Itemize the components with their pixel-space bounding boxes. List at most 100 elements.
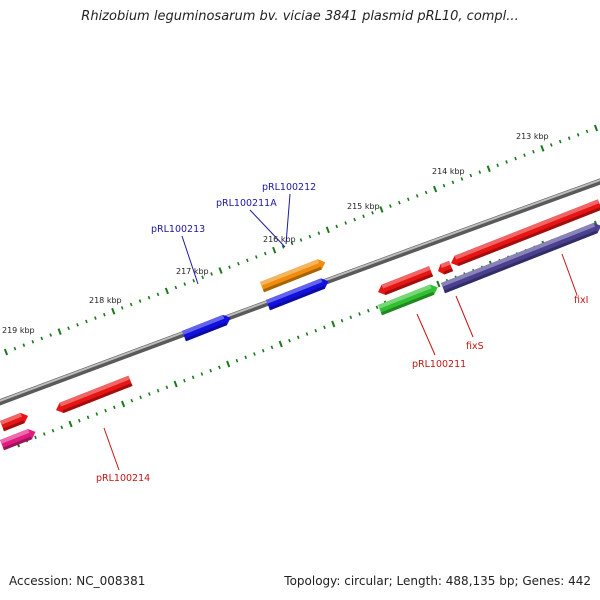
ruler-inner-dash	[183, 378, 186, 383]
ruler-inner-dash	[77, 418, 81, 423]
ruler-inner-dash	[34, 435, 37, 440]
ruler-inner-dash	[288, 338, 291, 343]
ruler-outer-dash	[31, 340, 35, 344]
gene-arrow	[56, 375, 133, 414]
ruler-inner-dash	[139, 395, 142, 400]
ruler-outer-dash	[532, 149, 535, 154]
ruler-outer-dash	[585, 129, 589, 134]
ruler-outer-dash	[353, 217, 356, 222]
ruler-outer-dash	[192, 278, 196, 283]
ruler-outer-dash	[460, 177, 464, 181]
ruler-inner-dash	[340, 318, 344, 323]
ruler-label: 217 kbp	[176, 267, 209, 276]
ruler-outer-dash	[67, 326, 70, 331]
ruler-outer-dash	[371, 211, 374, 215]
leader-line	[181, 235, 199, 285]
ruler-inner-dash	[130, 398, 134, 403]
leader-line	[416, 313, 436, 356]
leader-line	[455, 295, 474, 338]
ruler-outer-dash	[281, 245, 285, 249]
ruler-outer-dash	[299, 238, 303, 242]
ruler-inner-dash	[104, 408, 107, 413]
ruler-outer-dash	[22, 343, 26, 347]
ruler-labels: 213 kbp 214 kbp 215 kbp 216 kbp 217 kbp 218 k…	[2, 132, 549, 335]
ruler-outer-dash	[593, 124, 599, 132]
ruler-outer-dash	[13, 346, 17, 351]
gene-arrow	[266, 278, 329, 311]
ruler-inner-dash	[86, 415, 90, 420]
ruler-outer-dash	[138, 299, 142, 303]
ruler-outer-dash	[94, 316, 97, 320]
ruler-inner-dash	[296, 335, 300, 340]
ruler-inner-dash	[314, 328, 318, 333]
ruler-outer-dash	[451, 180, 455, 185]
ruler-outer-dash	[164, 287, 169, 295]
ruler-outer-dash	[147, 295, 151, 300]
ruler-inner-dash	[270, 345, 274, 350]
ruler-outer-dash	[254, 255, 258, 259]
ruler-outer-dash	[505, 160, 508, 164]
ruler-inner-dash	[331, 320, 336, 328]
ruler-inner-dash	[148, 392, 151, 396]
ruler-outer-dash	[246, 258, 249, 263]
ruler-outer-dash	[379, 206, 384, 213]
ruler-outer-dash	[129, 302, 133, 307]
ruler-inner-dash	[173, 380, 178, 388]
ruler-label: 216 kbp	[263, 235, 296, 244]
ruler-outer-dash	[210, 272, 213, 276]
ruler-inner-dash	[349, 315, 353, 320]
ruler-inner-dash	[113, 405, 116, 410]
feature-label: fixI	[574, 295, 588, 306]
ruler-outer-dash	[76, 323, 79, 327]
ruler-label: 218 kbp	[89, 296, 122, 305]
ruler-inner-dash	[209, 368, 212, 373]
ruler-outer-dash	[325, 226, 330, 234]
ruler-inner-dash	[165, 385, 169, 390]
ruler-outer-dash	[496, 163, 499, 168]
ruler-outer-dash	[103, 312, 106, 317]
gene-arrow	[0, 412, 29, 432]
ruler-label: 215 kbp	[347, 202, 380, 211]
leader-line	[103, 427, 120, 471]
ruler-outer-dash	[218, 267, 223, 274]
accession-text: Accession: NC_008381	[9, 574, 146, 588]
ruler-outer-dash	[362, 214, 365, 219]
ruler-inner-dash	[121, 400, 126, 408]
ruler-inner-dash	[436, 280, 441, 288]
gene-arrow	[441, 222, 600, 294]
feature-label: pRL100212	[262, 182, 316, 193]
ruler-outer-dash	[478, 170, 482, 174]
ruler-inner-dash	[253, 352, 256, 356]
ruler-inner-dash	[200, 372, 204, 376]
ruler-outer-dash	[540, 145, 545, 152]
feature-label: pRL100214	[96, 473, 150, 484]
ruler-outer-dash	[120, 306, 124, 310]
ruler-outer-dash	[3, 348, 9, 356]
gene-arrow	[451, 199, 600, 267]
ruler-outer-dash	[344, 221, 348, 225]
leader-line	[561, 253, 578, 296]
ruler-outer-dash	[398, 200, 401, 205]
ruler-outer-dash	[576, 133, 580, 137]
feature-labels: pRL100212pRL100211ApRL100213pRL100211fix…	[96, 182, 588, 484]
ruler-outer-dash	[442, 183, 446, 188]
ruler-outer-dash	[389, 204, 392, 208]
gene-arrow	[378, 284, 438, 316]
ruler-outer-dash	[237, 261, 240, 266]
ruler-inner-dash	[244, 355, 248, 360]
gene-arrow	[0, 429, 36, 451]
ruler-outer-dash	[317, 231, 321, 235]
ruler-inner-dash	[261, 348, 265, 353]
ruler-inner-dash	[226, 360, 231, 368]
ruler-outer-dash	[558, 139, 562, 144]
map-title: Rhizobium leguminosarum bv. viciae 3841 …	[81, 9, 519, 24]
ruler-inner-dash	[156, 388, 160, 393]
ruler-outer-dash	[406, 197, 410, 202]
ruler-inner-dash	[191, 375, 195, 380]
ruler-inner-dash	[278, 340, 283, 348]
ruler-outer-dash	[549, 143, 553, 147]
gene-arrow	[260, 259, 326, 293]
ruler-outer-dash	[567, 136, 571, 140]
ruler-inner-dash	[42, 432, 46, 436]
